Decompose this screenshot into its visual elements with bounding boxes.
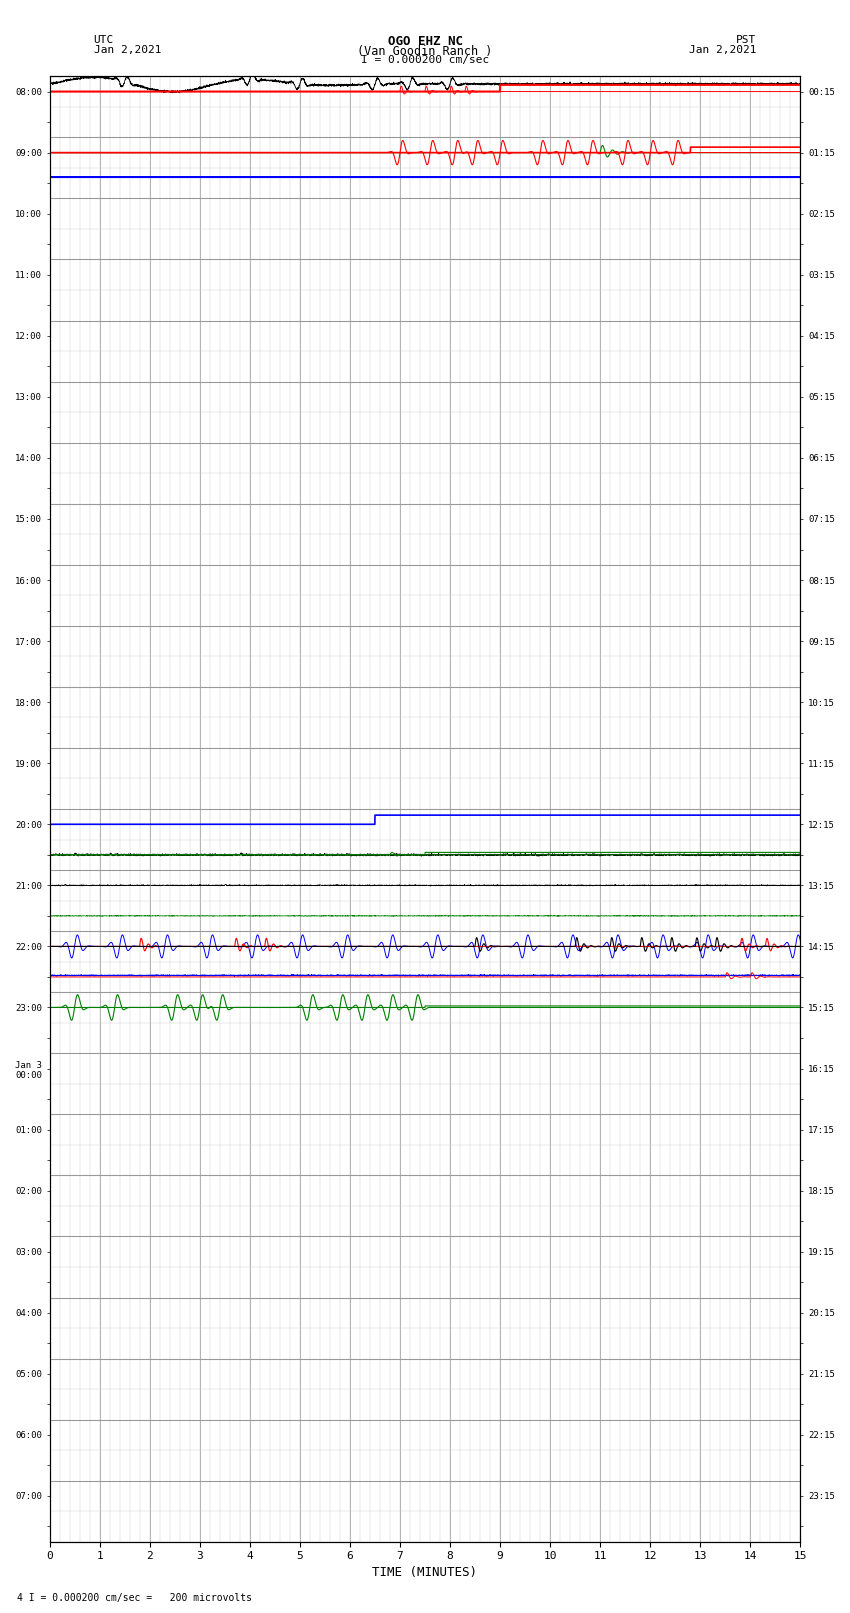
X-axis label: TIME (MINUTES): TIME (MINUTES) — [372, 1566, 478, 1579]
Text: Jan 2,2021: Jan 2,2021 — [689, 45, 756, 55]
Text: OGO EHZ NC: OGO EHZ NC — [388, 35, 462, 48]
Text: UTC: UTC — [94, 35, 114, 45]
Text: Jan 2,2021: Jan 2,2021 — [94, 45, 161, 55]
Text: PST: PST — [736, 35, 756, 45]
Text: 4 I = 0.000200 cm/sec =   200 microvolts: 4 I = 0.000200 cm/sec = 200 microvolts — [17, 1594, 252, 1603]
Text: I = 0.000200 cm/sec: I = 0.000200 cm/sec — [361, 55, 489, 65]
Text: (Van Goodin Ranch ): (Van Goodin Ranch ) — [357, 45, 493, 58]
